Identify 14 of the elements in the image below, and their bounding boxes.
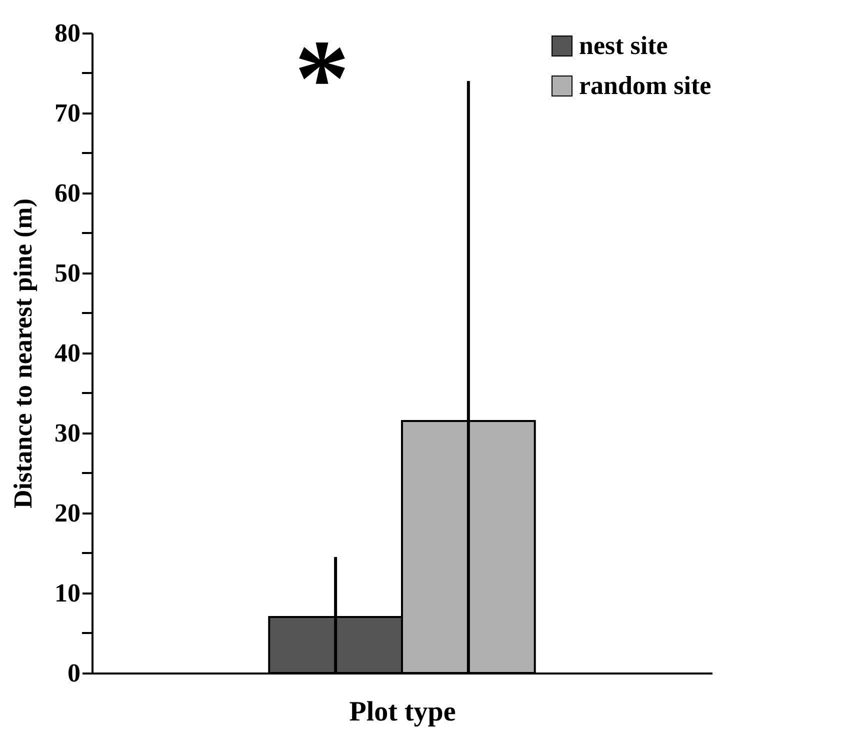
y-tick-label: 80 [54,18,80,48]
y-tick-label: 50 [54,258,80,288]
y-tick-label: 0 [68,658,80,688]
y-tick-label: 70 [54,98,80,128]
y-tick-label: 10 [54,578,80,608]
y-axis-title: Distance to nearest pine (m) [8,198,38,509]
legend-label: random site [579,71,712,100]
y-tick-label: 60 [54,178,80,208]
y-tick-label: 30 [54,418,80,448]
y-tick-label: 20 [54,498,80,528]
legend-label: nest site [579,31,668,60]
annotation: * [294,17,350,139]
x-axis-title: Plot type [349,696,456,728]
y-tick-label: 40 [54,338,80,368]
